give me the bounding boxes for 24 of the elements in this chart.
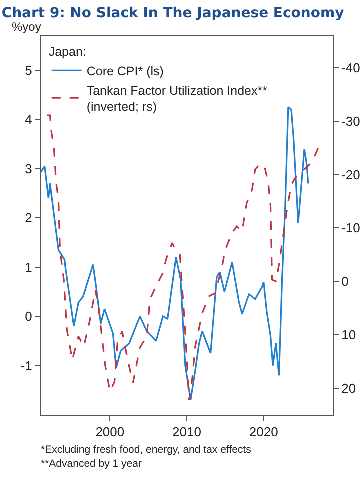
y2-tick-label: -10 (342, 220, 360, 236)
legend-title: Japan: (48, 45, 86, 60)
y2-tick-label: -20 (342, 167, 360, 182)
y-tick-label: 2 (25, 210, 32, 226)
x-tick-label: 2010 (172, 424, 202, 440)
x-tick-label: 2020 (249, 424, 278, 440)
y2-tick-label: -30 (342, 114, 360, 129)
text: *Excluding fresh food, energy, and tax effects (41, 444, 252, 456)
y-tick-label: 5 (25, 63, 32, 78)
y-tick-label: 4 (25, 112, 32, 128)
legend-label: Core CPI* (ls) (86, 64, 164, 79)
y-tick-label: -1 (20, 358, 32, 374)
x-tick-label: 2000 (96, 424, 125, 440)
y2-tick-label: 0 (342, 274, 349, 290)
y-tick-label: 0 (25, 309, 32, 324)
y-axis-title: %yoy (12, 20, 42, 34)
y2-tick-label: 20 (342, 380, 356, 396)
y2-tick-label: 10 (342, 327, 356, 342)
text: **Advanced by 1 year (41, 458, 142, 470)
y-tick-label: 1 (25, 260, 32, 275)
chart-title: Chart 9: No Slack In The Japanese Economy (2, 5, 344, 22)
legend-label: Tankan Factor Utilization Index** (inverted; rs) (86, 84, 268, 114)
y2-tick-label: -40 (342, 60, 360, 76)
y-tick-label: 3 (25, 161, 32, 176)
